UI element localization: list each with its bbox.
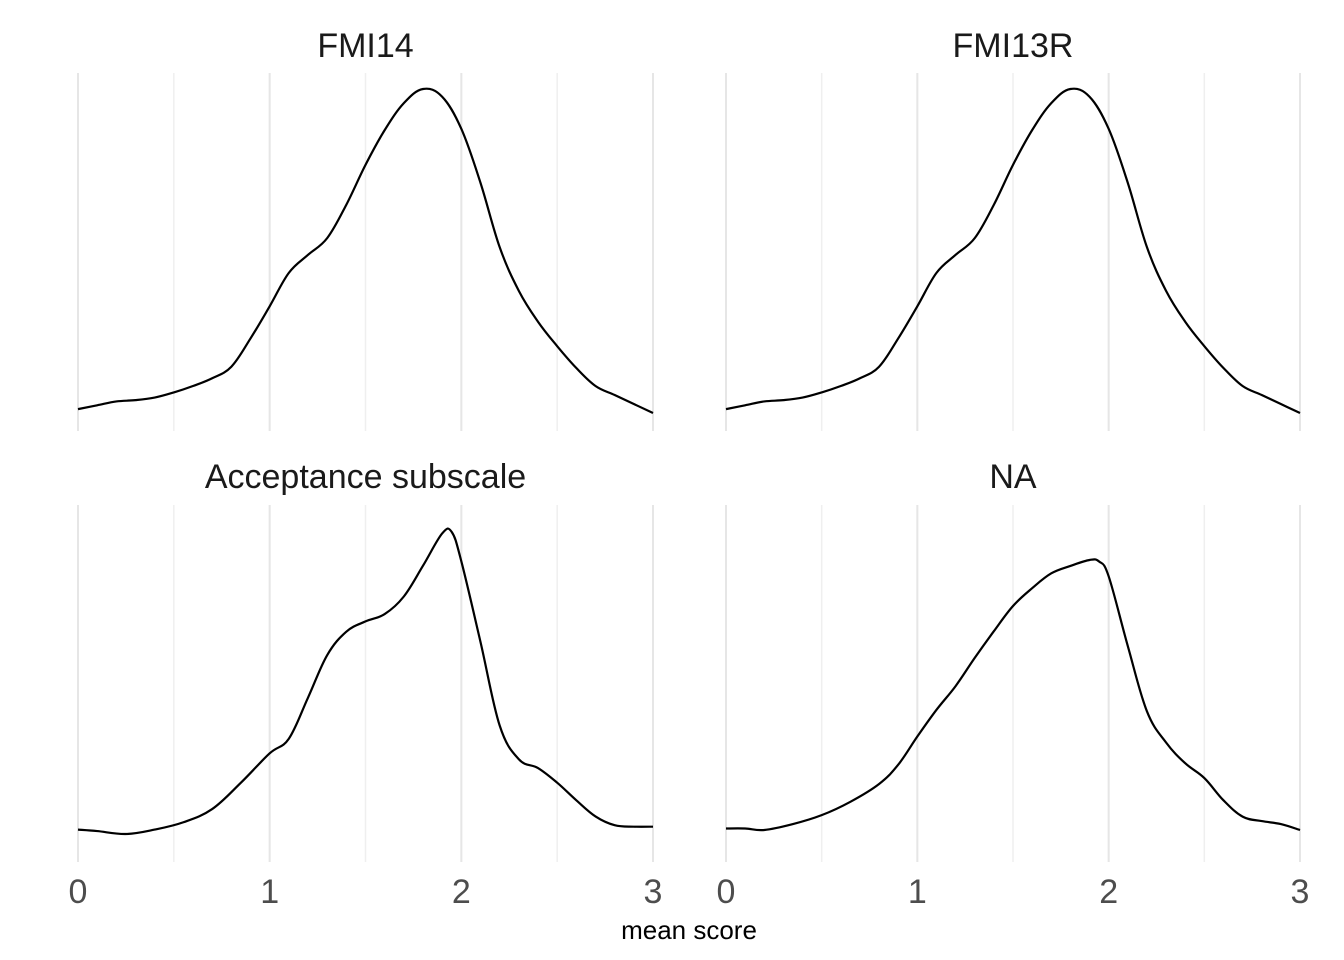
density-curve <box>77 87 654 414</box>
facet-panel: Acceptance subscale <box>77 458 654 862</box>
density-curve <box>725 87 1301 414</box>
x-axis-tick-labels: 0 1 2 3 0 1 2 3 <box>69 873 1310 911</box>
facet-panels: FMI14 FMI13R Acceptance subscale NA <box>77 27 1301 862</box>
panel-title: NA <box>989 458 1037 496</box>
panel-title: Acceptance subscale <box>205 458 526 496</box>
facet-panel: NA <box>725 458 1301 862</box>
x-tick-label: 1 <box>908 873 927 911</box>
density-curve <box>725 558 1301 832</box>
x-tick-label: 0 <box>69 873 88 911</box>
x-tick-label: 3 <box>1291 873 1310 911</box>
x-axis-title: mean score <box>621 915 757 945</box>
panel-title: FMI13R <box>953 27 1074 65</box>
panel-title: FMI14 <box>317 27 413 65</box>
facet-panel: FMI13R <box>725 27 1301 431</box>
x-tick-label: 0 <box>717 873 736 911</box>
x-tick-label: 2 <box>1099 873 1118 911</box>
density-curve <box>77 527 654 836</box>
facet-panel: FMI14 <box>77 27 654 431</box>
x-tick-label: 2 <box>452 873 471 911</box>
x-tick-label: 3 <box>644 873 663 911</box>
x-tick-label: 1 <box>260 873 279 911</box>
